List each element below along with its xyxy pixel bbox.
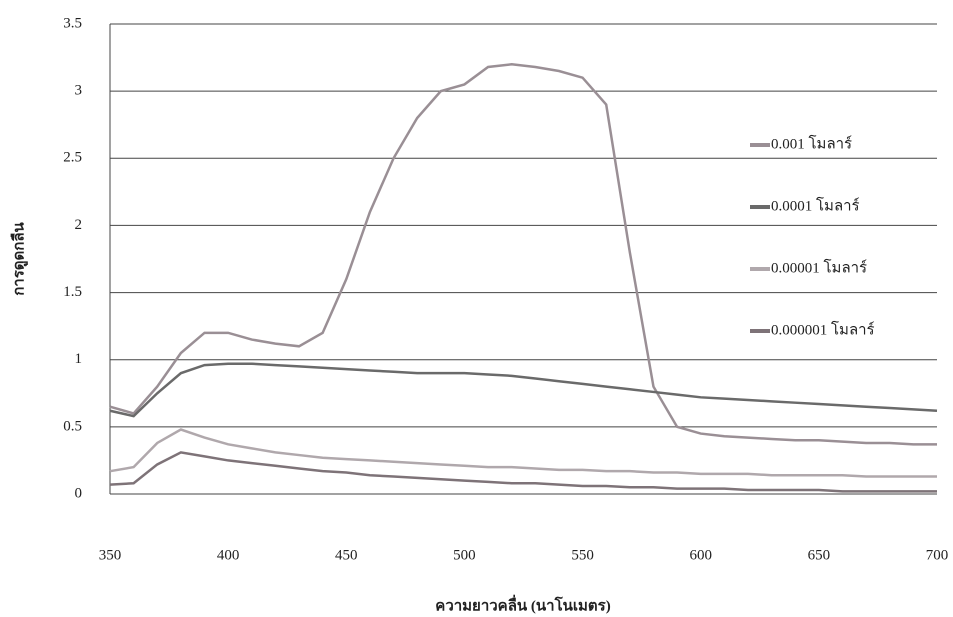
y-axis-label: การดูดกลืน bbox=[10, 221, 28, 295]
x-tick-label: 650 bbox=[808, 547, 831, 563]
y-tick-label: 2.5 bbox=[63, 150, 82, 166]
legend-label: 0.001 โมลาร์ bbox=[771, 134, 852, 152]
x-tick-label: 450 bbox=[335, 547, 358, 563]
y-tick-label: 1.5 bbox=[63, 284, 82, 300]
legend-label: 0.00001 โมลาร์ bbox=[771, 258, 867, 276]
x-tick-label: 700 bbox=[926, 547, 949, 563]
x-tick-label: 550 bbox=[571, 547, 594, 563]
y-tick-label: 3.5 bbox=[63, 15, 82, 31]
y-tick-label: 0 bbox=[75, 485, 83, 501]
y-tick-label: 2 bbox=[75, 217, 83, 233]
series-line bbox=[109, 362, 938, 418]
series-line bbox=[109, 63, 937, 446]
y-tick-label: 1 bbox=[75, 351, 83, 367]
series-line bbox=[109, 451, 937, 493]
y-tick-label: 3 bbox=[75, 83, 83, 99]
x-tick-label: 350 bbox=[99, 547, 122, 563]
y-tick-label: 0.5 bbox=[63, 418, 82, 434]
legend-label: 0.000001 โมลาร์ bbox=[771, 320, 875, 338]
x-axis-label: ความยาวคลื่น (นาโนเมตร) bbox=[435, 594, 610, 614]
x-tick-label: 600 bbox=[689, 547, 712, 563]
series-line bbox=[109, 428, 937, 478]
x-tick-label: 500 bbox=[453, 547, 476, 563]
legend-label: 0.0001 โมลาร์ bbox=[771, 196, 860, 214]
x-tick-label: 400 bbox=[217, 547, 240, 563]
